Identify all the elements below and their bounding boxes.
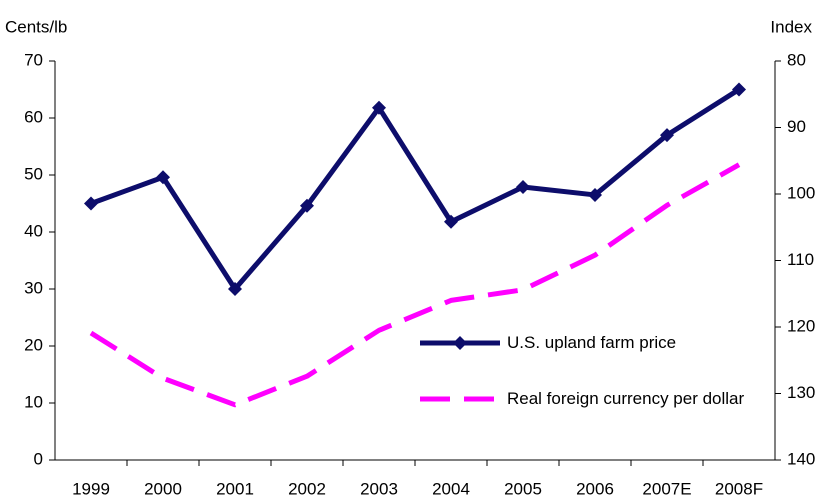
- data-point: [84, 196, 98, 211]
- y-tick-label: 10: [24, 392, 43, 411]
- y2-tick-label: 140: [787, 449, 815, 468]
- data-point: [732, 82, 746, 97]
- y-tick-label: 60: [24, 107, 43, 126]
- data-point: [300, 198, 314, 213]
- y2-axis-label: Index: [770, 17, 812, 36]
- y-tick-label: 70: [24, 50, 43, 69]
- y2-tick-label: 110: [787, 250, 814, 269]
- y-tick-label: 50: [24, 164, 43, 183]
- series-line: [89, 162, 741, 408]
- y2-tick-label: 120: [787, 316, 815, 335]
- data-point: [372, 100, 386, 115]
- x-tick-label: 2007E: [642, 479, 691, 498]
- data-point: [156, 170, 170, 185]
- x-tick-label: 2005: [504, 479, 542, 498]
- data-point: [444, 214, 458, 229]
- x-tick-label: 2004: [432, 479, 470, 498]
- legend-marker: [453, 336, 467, 350]
- x-tick-label: 1999: [72, 479, 110, 498]
- y2-tick-label: 80: [787, 50, 806, 69]
- x-tick-label: 2006: [576, 479, 614, 498]
- y-axis-label: Cents/lb: [5, 17, 67, 36]
- x-tick-label: 2002: [288, 479, 326, 498]
- y2-tick-label: 90: [787, 117, 806, 136]
- x-tick-label: 2000: [144, 479, 182, 498]
- x-tick-label: 2008F: [715, 479, 763, 498]
- y-tick-label: 30: [24, 278, 43, 297]
- legend-label: Real foreign currency per dollar: [507, 389, 745, 408]
- data-point: [228, 282, 242, 296]
- y-tick-label: 40: [24, 221, 43, 240]
- series-line: [90, 87, 741, 292]
- x-tick-label: 2001: [216, 479, 254, 498]
- data-point: [516, 179, 530, 194]
- x-tick-label: 2003: [360, 479, 398, 498]
- data-point: [588, 187, 602, 202]
- data-point: [660, 128, 674, 143]
- y-tick-label: 20: [24, 335, 43, 354]
- y-tick-label: 0: [34, 449, 43, 468]
- y2-tick-label: 100: [787, 183, 815, 202]
- legend-label: U.S. upland farm price: [507, 333, 677, 352]
- y2-tick-label: 130: [787, 383, 815, 402]
